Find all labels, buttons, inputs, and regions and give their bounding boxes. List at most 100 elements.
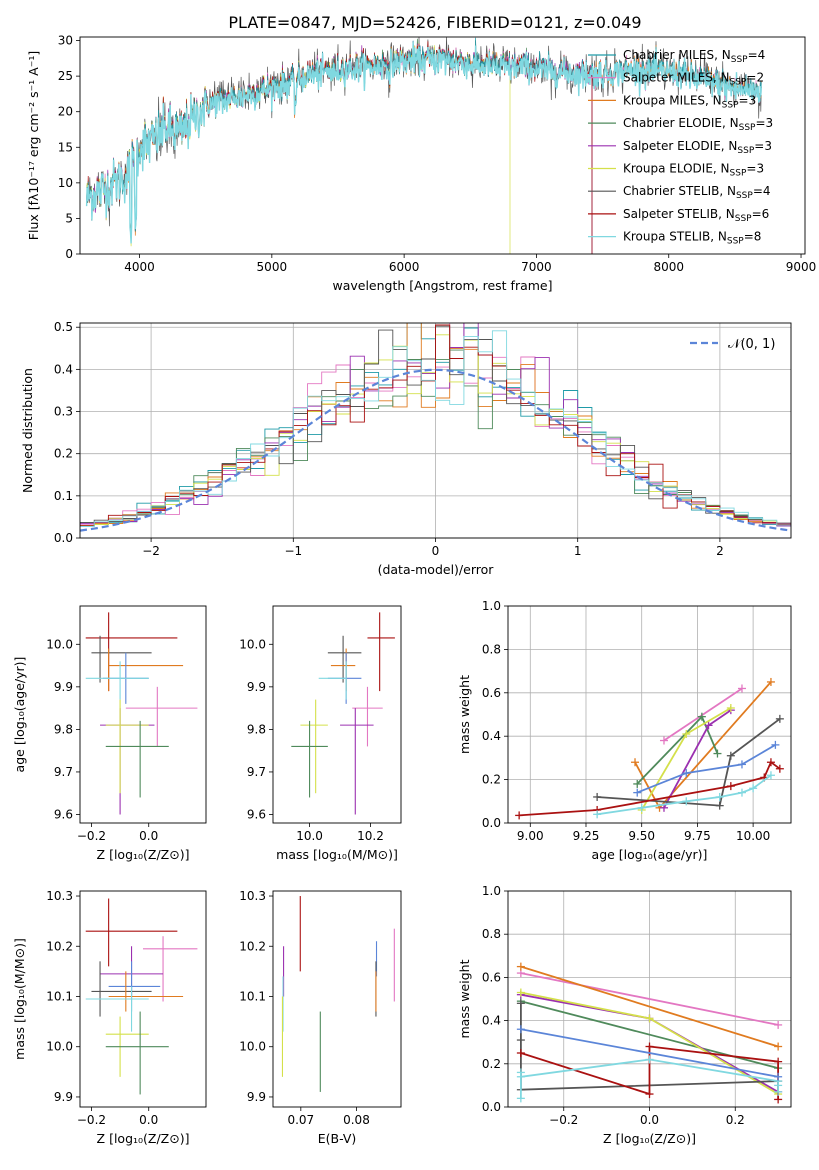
y-tick-label: 20 [58,105,73,119]
panel-weight-vs-Z: −0.2 0.0 0.2 0.0 0.2 0.4 0.6 0.8 1.0 Z [log₁₀(Z/Z… [457,884,792,1146]
panel-age-vs-Z: −0.2 0.0 9.6 9.7 9.8 9.9 10.0 Z [log₁₀(Z/Z⊙)] ag… [12,605,207,862]
y-tick-label: 1.0 [482,884,501,898]
panel-age-vs-mass: 10.0 10.2 9.6 9.7 9.8 9.9 10.0 mass [log₁₀(M/M⊙… [239,605,402,862]
legend-entry: Kroupa ELODIE, NSSP=3 [623,162,764,179]
y-tick-label: 9.8 [247,722,266,736]
y-tick-label: 10.3 [46,889,73,903]
y-axis-label: Normed distribution [20,368,35,493]
y-tick-label: 0.4 [482,729,501,743]
legend-entry: Salpeter STELIB, NSSP=6 [623,207,769,224]
histogram-kroupa-stelib [80,330,791,527]
y-tick-label: 9.8 [54,722,73,736]
histogram-kroupa-miles [80,323,791,526]
legend-sub: SSP [730,78,747,88]
y-axis-label: mass [log₁₀(M/M⊙)] [12,938,27,1060]
legend-entry: Chabrier ELODIE, NSSP=3 [623,116,773,133]
legend-value: =4 [753,184,771,198]
x-axis-label: E(B-V) [318,1131,357,1146]
y-tick-label: 9.9 [54,1090,73,1104]
y-tick-label: 10.0 [46,1040,73,1054]
x-axis-label: Z [log₁₀(Z/Z⊙)] [97,1131,190,1146]
x-tick-label: 0.0 [139,1113,158,1127]
y-tick-label: 0.4 [482,1014,501,1028]
x-tick-label: 5000 [257,260,288,274]
x-tick-label: −1 [284,544,302,558]
axes-frame [507,890,792,1108]
y-axis-label: Flux [fλ10⁻¹⁷ erg cm⁻² s⁻¹ A⁻¹] [26,51,41,240]
y-tick-label: 9.7 [54,765,73,779]
y-tick-label: 0.4 [54,362,73,376]
y-tick-label: 10.2 [46,939,73,953]
y-tick-label: 10.1 [46,989,73,1003]
weight-line-salpeter-miles [520,972,779,1026]
legend-text: Kroupa STELIB, N [623,230,727,244]
y-tick-label: 0.2 [482,1057,501,1071]
x-tick-label: 0.08 [343,1113,370,1127]
x-tick-label: 7000 [521,260,552,274]
x-tick-label: 0.0 [640,1113,659,1127]
x-tick-label: 0.07 [287,1113,314,1127]
x-tick-label: 9000 [786,260,817,274]
y-tick-label: 0.3 [54,405,73,419]
legend-sub: SSP [730,169,747,179]
x-axis-label: (data-model)/error [378,562,495,577]
figure-title: PLATE=0847, MJD=52426, FIBERID=0121, z=0… [228,13,641,32]
y-axis-label: mass weight [457,959,472,1038]
axes-frame [79,322,792,539]
x-tick-label: 0 [432,544,440,558]
axes-frame [79,605,207,824]
legend-text: Salpeter MILES, N [623,71,730,85]
legend-sub: SSP [737,146,754,156]
legend-text: Chabrier MILES, N [623,48,731,62]
y-tick-label: 0.0 [482,816,501,830]
y-tick-label: 0.6 [482,686,501,700]
x-tick-label: −0.2 [549,1113,578,1127]
y-tick-label: 10 [58,176,73,190]
x-tick-label: 10.00 [736,829,770,843]
y-tick-label: 0.2 [482,773,501,787]
y-tick-label: 0.8 [482,642,501,656]
y-tick-label: 9.9 [247,1090,266,1104]
legend-text: Salpeter STELIB, N [623,207,735,221]
legend-sub: SSP [722,100,739,110]
axes-frame [272,890,402,1108]
y-tick-label: 9.9 [54,680,73,694]
axes-frame [79,36,806,255]
x-axis-label: age [log₁₀(age/yr)] [592,847,708,862]
panel-mass-vs-ebv: 0.07 0.08 9.9 10.0 10.1 10.2 10.3 E(B-V) [239,889,402,1146]
legend-text: Kroupa MILES, N [623,93,722,107]
y-tick-label: 0.5 [54,320,73,334]
legend-entry: Chabrier STELIB, NSSP=4 [623,184,771,201]
weight-line-blue [520,1028,779,1078]
legend-entry: Kroupa MILES, NSSP=3 [623,93,756,110]
y-tick-label: 0.0 [54,531,73,545]
y-tick-label: 10.0 [46,637,73,651]
x-tick-label: 9.75 [684,829,711,843]
panel-mass-vs-Z: −0.2 0.0 9.9 10.0 10.1 10.2 10.3 Z [log₁₀(Z/Z⊙)… [12,889,207,1146]
y-tick-label: 25 [58,69,73,83]
y-tick-label: 15 [58,140,73,154]
weight-line-salpeter-stelib [519,760,781,817]
y-tick-label: 0.2 [54,447,73,461]
weight-line-kroupa-miles [520,965,779,1048]
y-tick-label: 0.1 [54,489,73,503]
x-tick-label: 10.0 [296,829,323,843]
legend-value: =3 [755,116,773,130]
legend-value: =3 [746,162,764,176]
x-tick-label: −0.2 [77,829,106,843]
x-tick-label: −0.2 [77,1113,106,1127]
y-tick-label: 9.6 [247,807,266,821]
y-tick-label: 10.0 [239,1040,266,1054]
x-axis-label: Z [log₁₀(Z/Z⊙)] [97,847,190,862]
legend-sub: SSP [731,55,748,65]
x-tick-label: 10.2 [357,829,384,843]
y-tick-label: 0.6 [482,970,501,984]
weight-line-chabrier-stelib [597,718,781,807]
legend-entry: Salpeter ELODIE, NSSP=3 [623,139,772,156]
panel-histogram: −2 −1 0 1 2 0.0 0.1 0.2 0.3 0.4 0.5 (data-model)/er… [20,320,792,577]
x-tick-label: 2 [716,544,724,558]
x-tick-label: 4000 [124,260,155,274]
y-axis-label: mass weight [457,675,472,754]
panel-spectrum: 4000 5000 6000 7000 8000 9000 0 5 10 15 20 25 30 wave… [26,34,816,293]
legend-text: Chabrier STELIB, N [623,184,736,198]
